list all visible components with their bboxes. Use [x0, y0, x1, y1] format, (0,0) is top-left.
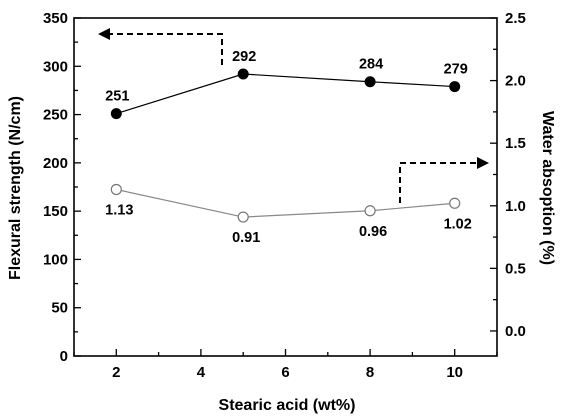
y-tick-label: 100 [43, 251, 68, 268]
y2-axis-ticks: 0.0 0.5 1.0 1.5 2.0 2.5 [490, 10, 526, 340]
y-tick-label: 50 [51, 300, 68, 317]
series-1-data-label: 284 [359, 57, 383, 73]
right-arrow-line [399, 162, 478, 203]
x-axis-title: Stearic acid (wt%) [219, 397, 356, 414]
series-2-data-label: 1.02 [444, 216, 472, 232]
series-2-data-label: 0.91 [232, 230, 260, 246]
x-tick-label: 2 [112, 364, 120, 381]
series-1-data-label: 292 [232, 49, 256, 65]
y-tick-label: 250 [43, 107, 68, 124]
series-2-point [237, 211, 249, 223]
y2-tick-label: 1.0 [505, 198, 526, 215]
plot-frame [73, 17, 498, 357]
x-tick-label: 4 [197, 364, 206, 381]
y-tick-label: 350 [43, 10, 68, 27]
left-arrow-head [98, 28, 110, 40]
y-tick-label: 150 [43, 203, 68, 220]
y-tick-label: 200 [43, 155, 68, 172]
x-tick-label: 10 [446, 364, 463, 381]
plot-border [73, 17, 498, 357]
series-2-point [110, 183, 122, 196]
y-tick-label: 300 [43, 58, 68, 75]
y-axis-ticks: 0 50 100 150 200 250 300 350 [43, 10, 81, 365]
y2-tick-label: 2.0 [505, 73, 526, 90]
y2-axis-title: Water absoption (%) [539, 111, 556, 265]
left-arrow-line [108, 33, 223, 65]
y-tick-label: 0 [60, 348, 68, 365]
y2-tick-label: 1.5 [505, 135, 526, 152]
y-axis-title: Flexural strength (N/cm) [7, 96, 24, 280]
annotation-arrows [98, 28, 489, 203]
series-group: 251 292 284 279 1.13 0.91 0.96 1.02 [105, 49, 472, 246]
x-tick-label: 6 [281, 364, 289, 381]
series-1-point [449, 81, 461, 93]
series-1-data-label: 251 [105, 89, 129, 105]
series-2-data-label: 1.13 [105, 203, 133, 219]
series-1-point [237, 68, 249, 80]
series-2-point [449, 197, 461, 209]
series-line-2 [116, 188, 455, 218]
y2-tick-label: 2.5 [505, 10, 526, 27]
series-2-point [364, 205, 376, 217]
series-line-1 [116, 73, 455, 115]
series-1-point [364, 76, 376, 88]
series-2-data-label: 0.96 [359, 224, 387, 240]
series-1-point [110, 108, 122, 120]
x-axis-ticks: 2 4 6 8 10 [73, 349, 498, 381]
y2-tick-label: 0.5 [505, 260, 526, 277]
right-arrow-head [477, 157, 489, 169]
series-1-data-label: 279 [444, 62, 468, 78]
x-tick-label: 8 [366, 364, 374, 381]
y2-tick-label: 0.0 [505, 323, 526, 340]
